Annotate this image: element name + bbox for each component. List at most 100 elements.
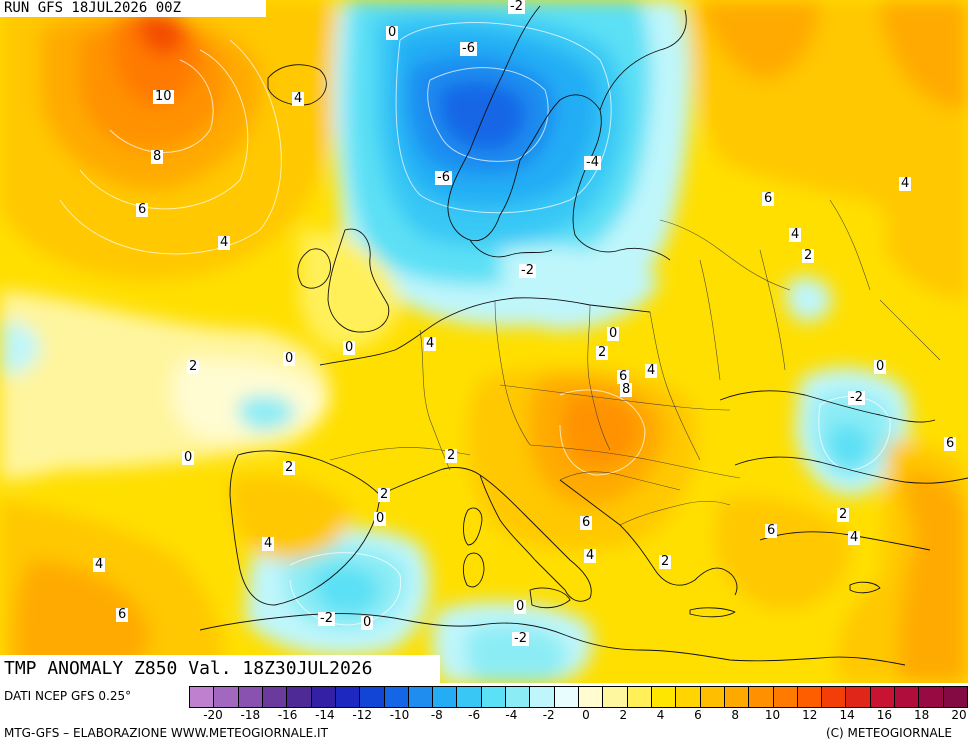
- contour-label: 2: [283, 460, 296, 475]
- contour-label: 0: [283, 351, 296, 366]
- contour-label: 4: [848, 530, 861, 545]
- legend-swatch: [238, 687, 263, 707]
- contour-label: 0: [182, 450, 195, 465]
- contour-label: 4: [899, 176, 912, 191]
- contour-label: 4: [424, 336, 437, 351]
- contour-label: 2: [187, 359, 200, 374]
- contour-label: 0: [607, 326, 620, 341]
- legend-swatch: [433, 687, 458, 707]
- legend-tick: -2: [542, 708, 555, 722]
- legend-tick: -10: [389, 708, 410, 722]
- legend-swatch: [554, 687, 579, 707]
- legend-swatch: [408, 687, 434, 707]
- legend-swatch: [335, 687, 361, 707]
- legend-swatch: [895, 687, 920, 707]
- processing-label: MTG-GFS – ELABORAZIONE WWW.METEOGIORNALE…: [4, 726, 328, 740]
- contour-label: 6: [762, 191, 775, 206]
- contour-label: 2: [659, 554, 672, 569]
- legend-swatch: [384, 687, 409, 707]
- contour-label: -2: [519, 263, 536, 278]
- contour-label: 4: [292, 91, 305, 106]
- contour-label: 4: [584, 548, 597, 563]
- legend-swatch: [846, 687, 871, 707]
- legend-swatch: [870, 687, 896, 707]
- contour-label: 0: [386, 25, 399, 40]
- legend-tick: -6: [468, 708, 481, 722]
- legend-swatch: [530, 687, 555, 707]
- legend-swatch: [311, 687, 336, 707]
- contour-label: 4: [93, 557, 106, 572]
- legend-swatch: [603, 687, 628, 707]
- legend-tick: 8: [731, 708, 740, 722]
- contour-label: 6: [944, 436, 957, 451]
- product-title: TMP ANOMALY Z850 Val. 18Z30JUL2026: [0, 655, 440, 683]
- legend-tick: 14: [839, 708, 855, 722]
- legend-swatch: [724, 687, 750, 707]
- legend-swatch: [481, 687, 507, 707]
- legend-swatch: [651, 687, 677, 707]
- legend-tick: 16: [876, 708, 893, 722]
- legend-tick: 10: [764, 708, 781, 722]
- legend-tick: -8: [430, 708, 443, 722]
- legend-swatch: [506, 687, 531, 707]
- legend-swatch: [579, 687, 604, 707]
- contour-label: -2: [318, 611, 335, 626]
- legend-swatch: [797, 687, 823, 707]
- legend-swatch: [822, 687, 847, 707]
- contour-label: -6: [435, 170, 452, 185]
- contour-label: 0: [361, 615, 374, 630]
- legend-tick: 12: [802, 708, 818, 722]
- color-legend: [189, 686, 968, 708]
- contour-label: 6: [136, 202, 149, 217]
- contour-label: 2: [802, 248, 815, 263]
- contour-label: 4: [789, 227, 802, 242]
- run-title: RUN GFS 18JUL2026 00Z: [0, 0, 266, 17]
- legend-swatch: [749, 687, 774, 707]
- legend-swatch: [676, 687, 701, 707]
- legend-swatch: [919, 687, 944, 707]
- legend-tick: -12: [352, 708, 372, 722]
- copyright-label: (C) METEOGIORNALE: [826, 726, 952, 740]
- contour-label: 8: [151, 149, 164, 164]
- contour-label: -2: [508, 0, 525, 14]
- contour-label: -2: [848, 390, 865, 405]
- contour-label: 2: [596, 345, 609, 360]
- legend-swatch: [190, 687, 215, 707]
- contour-label: 10: [153, 89, 174, 104]
- contour-label: 2: [378, 487, 391, 502]
- contour-label-extra: 0: [514, 599, 527, 614]
- legend-ticks: -20 -18 -16 -14 -12 -10 -8 -6 -4 -2 0 2 4 6 8 10 12 14 16 1…: [189, 708, 968, 724]
- contour-label: 6: [617, 369, 630, 384]
- contour-label: 2: [837, 507, 850, 522]
- contour-label: 6: [116, 607, 129, 622]
- legend-tick: -14: [315, 708, 335, 722]
- legend-swatch: [214, 687, 239, 707]
- legend-swatch: [627, 687, 652, 707]
- legend-swatch: [457, 687, 482, 707]
- legend-swatch: [262, 687, 288, 707]
- legend-tick: -18: [240, 708, 261, 722]
- contour-label: -6: [460, 41, 477, 56]
- contour-label: 8: [620, 382, 633, 397]
- contour-label: 4: [645, 363, 658, 378]
- contour-label: 4: [218, 235, 231, 250]
- contour-label: 0: [874, 359, 887, 374]
- legend-tick: -4: [505, 708, 518, 722]
- contour-label: 0: [374, 511, 387, 526]
- contour-label: -2: [512, 631, 529, 646]
- contour-label: 6: [580, 515, 593, 530]
- legend-swatch: [287, 687, 312, 707]
- contour-label: -4: [584, 155, 601, 170]
- legend-tick: -20: [203, 708, 223, 722]
- legend-swatch: [360, 687, 385, 707]
- legend-swatch: [773, 687, 798, 707]
- contour-label: 4: [262, 536, 275, 551]
- legend-swatch: [943, 687, 967, 707]
- legend-tick: 2: [619, 708, 628, 722]
- legend-tick: 18: [914, 708, 930, 722]
- contour-label: 0: [343, 340, 356, 355]
- contour-label: 6: [765, 523, 778, 538]
- legend-swatch: [700, 687, 725, 707]
- data-source-label: DATI NCEP GFS 0.25°: [4, 689, 132, 703]
- legend-tick: 4: [656, 708, 665, 722]
